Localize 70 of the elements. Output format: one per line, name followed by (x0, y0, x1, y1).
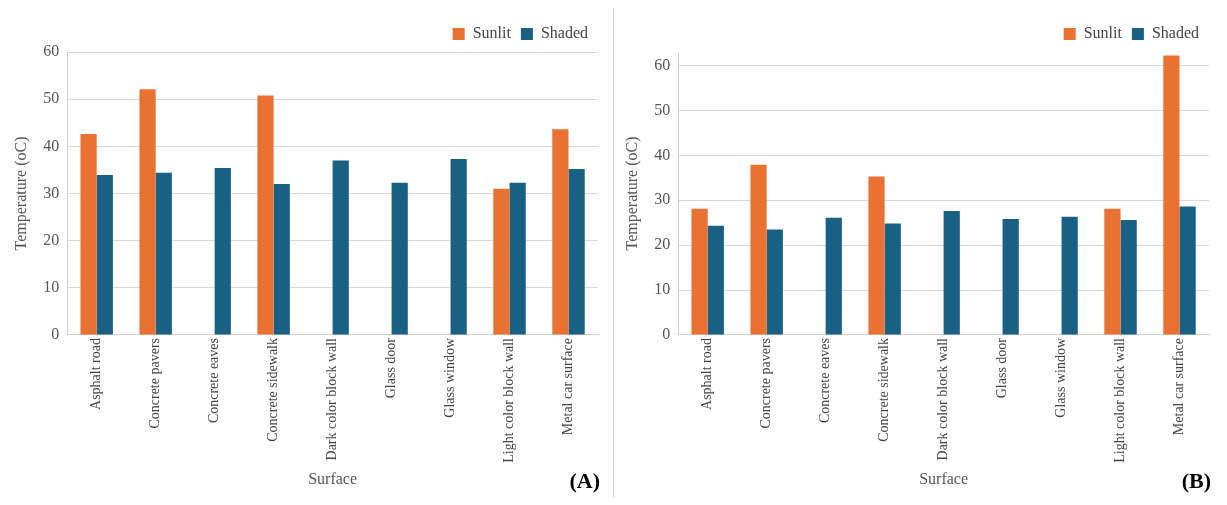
x-tick-label: Concrete sidewalk (265, 338, 281, 442)
x-tick-label: Concrete pavers (758, 338, 774, 429)
bar (332, 160, 349, 335)
y-tick-label: 40 (654, 145, 671, 163)
y-tick-label: 40 (43, 136, 60, 154)
bar (155, 172, 172, 335)
bar (943, 211, 960, 335)
y-tick-label: 50 (654, 100, 671, 118)
legend-label: Shaded (1151, 24, 1200, 42)
x-axis-title: Surface (919, 469, 969, 487)
y-tick-label: 50 (43, 89, 60, 107)
legend-label: Shaded (540, 24, 589, 42)
bar (273, 184, 290, 335)
y-tick-label: 0 (51, 325, 60, 343)
x-tick-label: Glass door (994, 337, 1010, 399)
y-tick-label: 30 (43, 183, 60, 201)
x-tick-label: Light color block wall (1112, 337, 1128, 463)
bar (214, 168, 231, 335)
bar (80, 134, 97, 335)
text: (A) (569, 467, 600, 493)
x-tick-label: Metal car surface (1171, 338, 1187, 436)
x-tick-label: Concrete pavers (147, 338, 163, 429)
bar (825, 217, 842, 335)
bar (766, 229, 783, 335)
y-axis-title: Temperature (oC) (622, 136, 641, 251)
bar (391, 182, 408, 335)
x-tick-label: Concrete eaves (206, 338, 222, 424)
x-tick-label: Concrete eaves (817, 338, 833, 424)
y-tick-label: 30 (654, 190, 671, 208)
y-tick-label: 10 (43, 278, 60, 296)
bar (868, 176, 885, 335)
y-tick-label: 10 (654, 280, 671, 298)
x-tick-label: Dark color block wall (935, 337, 951, 461)
y-axis-title: Temperature (oC) (11, 136, 30, 251)
bar (1104, 208, 1121, 335)
x-tick-label: Asphalt road (88, 338, 104, 410)
bar (450, 159, 467, 335)
y-tick-label: 20 (43, 230, 60, 248)
bar (257, 95, 274, 335)
x-axis-title: Surface (308, 469, 358, 487)
bar (884, 223, 901, 335)
y-tick-label: 60 (43, 42, 60, 60)
x-tick-label: Concrete sidewalk (876, 338, 892, 442)
x-tick-label: Asphalt road (699, 338, 715, 410)
bar (552, 129, 569, 335)
bar (1179, 206, 1196, 335)
text: (B) (1181, 467, 1211, 493)
bar (750, 164, 767, 335)
y-tick-label: 60 (654, 55, 671, 73)
bar (1120, 220, 1137, 335)
bar (1061, 216, 1078, 335)
bar (568, 168, 585, 335)
legend-label: Sunlit (1083, 24, 1123, 42)
x-tick-label: Glass door (383, 337, 399, 399)
x-tick-label: Light color block wall (501, 337, 517, 463)
x-tick-label: Glass window (1053, 337, 1069, 418)
x-tick-label: Glass window (442, 337, 458, 418)
x-tick-label: Metal car surface (560, 338, 576, 436)
bar (96, 175, 113, 335)
bar (1163, 55, 1180, 335)
bar (1002, 219, 1019, 335)
legend-label: Sunlit (472, 24, 512, 42)
bar (707, 225, 724, 335)
x-tick-label: Dark color block wall (324, 337, 340, 461)
bar (139, 89, 156, 335)
bar (691, 208, 708, 335)
bar (509, 182, 526, 335)
y-tick-label: 20 (654, 235, 671, 253)
y-tick-label: 0 (662, 325, 671, 343)
bar (493, 188, 510, 335)
